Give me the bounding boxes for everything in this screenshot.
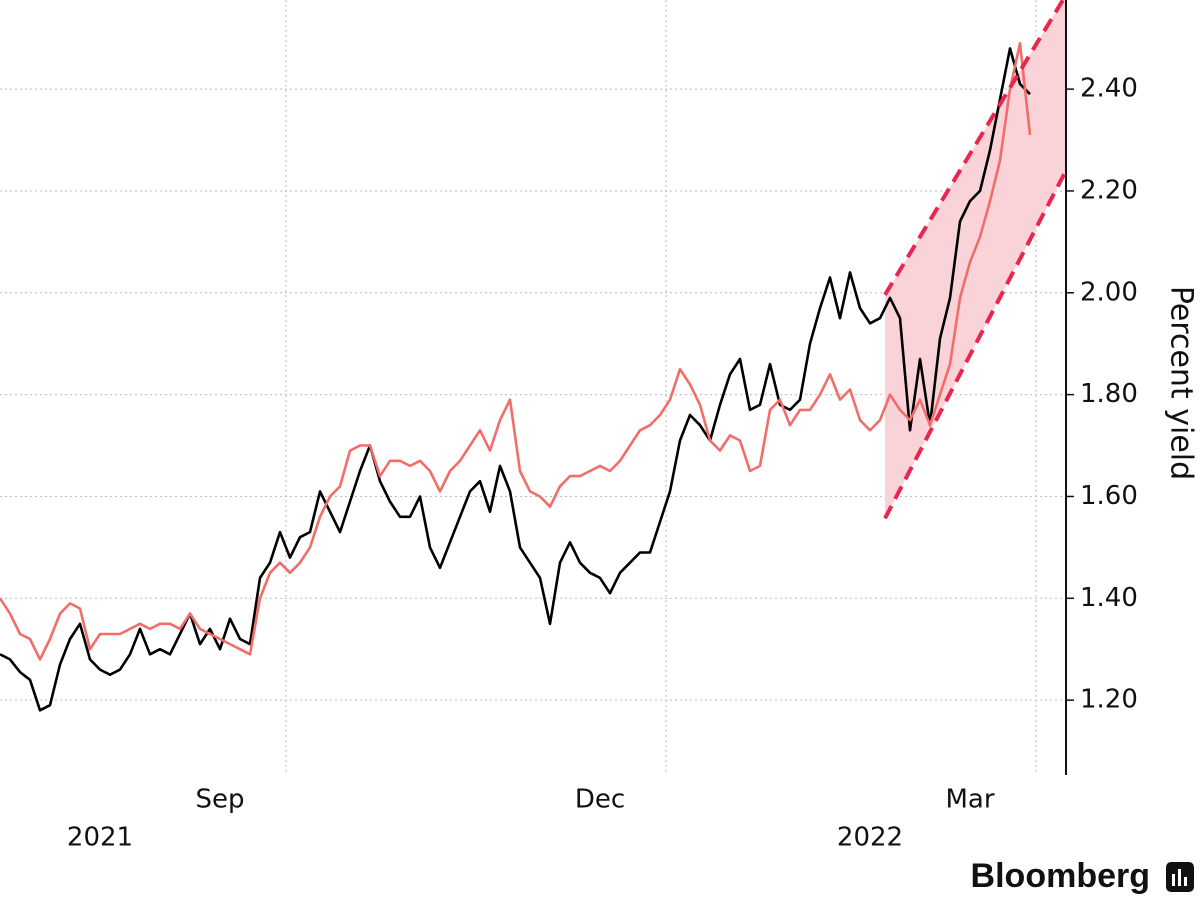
y-tick-label: 1.40: [1080, 583, 1138, 613]
x-year-label: 2021: [67, 823, 133, 853]
x-year-label: 2022: [837, 823, 903, 853]
channel-upper: [883, 0, 1066, 296]
y-tick-label: 2.40: [1080, 74, 1138, 104]
x-tick-label: Dec: [575, 785, 625, 815]
y-tick-label: 2.00: [1080, 277, 1138, 307]
y-tick-label: 2.20: [1080, 175, 1138, 205]
series-line: [0, 47, 1031, 712]
y-tick-label: 1.20: [1080, 685, 1138, 715]
series-line: [0, 42, 1032, 661]
x-tick-label: Mar: [945, 785, 994, 815]
logo-bar: [1172, 874, 1175, 886]
y-tick-label: 1.60: [1080, 481, 1138, 511]
channel-area: [885, 0, 1066, 519]
logo-icon: [1166, 862, 1194, 892]
logo-bar: [1184, 877, 1187, 886]
source-logo: Bloomberg: [971, 857, 1150, 895]
logo-bar: [1178, 869, 1181, 886]
background-layer: [0, 0, 1066, 775]
y-axis-label: Percent yield: [1164, 286, 1199, 480]
x-tick-label: Sep: [195, 785, 244, 815]
y-tick-label: 1.80: [1080, 379, 1138, 409]
